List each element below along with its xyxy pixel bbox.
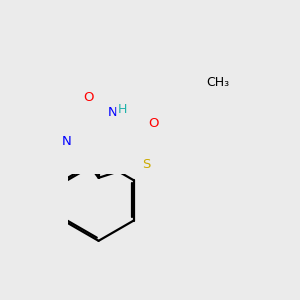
Text: S: S: [142, 158, 151, 171]
Text: CH₃: CH₃: [206, 76, 229, 89]
Text: N: N: [108, 106, 118, 118]
Text: O: O: [83, 91, 94, 104]
Text: N: N: [62, 135, 72, 148]
Text: O: O: [148, 117, 159, 130]
Text: H: H: [117, 103, 127, 116]
